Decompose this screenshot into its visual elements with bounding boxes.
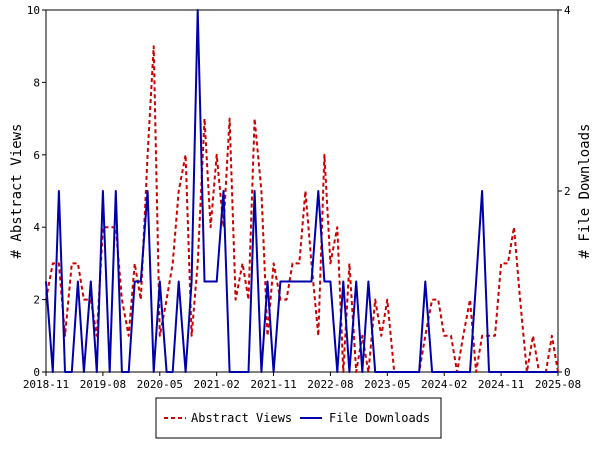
series-line-file-downloads — [45, 9, 558, 373]
left-tick-label: 2 — [33, 294, 40, 307]
legend: Abstract Views File Downloads — [155, 397, 442, 439]
series-layer — [45, 9, 559, 373]
x-tick-label: 2018-11 — [23, 378, 69, 391]
x-tick-label: 2021-02 — [193, 378, 239, 391]
x-tick-label: 2022-08 — [307, 378, 353, 391]
right-tick-label: 0 — [564, 366, 571, 379]
left-tick-label: 0 — [33, 366, 40, 379]
x-tick-label: 2023-05 — [364, 378, 410, 391]
x-tick-label: 2020-05 — [137, 378, 183, 391]
right-axis-title: # File Downloads — [577, 124, 593, 259]
left-tick-label: 10 — [27, 4, 40, 17]
right-tick-label: 4 — [564, 4, 571, 17]
legend-label-file-downloads: File Downloads — [329, 411, 430, 425]
plot-area — [45, 9, 559, 373]
right-axis: 0 2 4 — [558, 4, 571, 379]
x-tick-label: 2021-11 — [250, 378, 296, 391]
left-axis-title: # Abstract Views — [9, 124, 25, 259]
x-tick-label: 2019-08 — [80, 378, 126, 391]
legend-label-abstract-views: Abstract Views — [191, 411, 292, 425]
x-axis: 2018-11 2019-08 2020-05 2021-02 2021-11 2022-… — [23, 372, 581, 391]
left-axis: 0 2 4 6 8 10 — [27, 4, 46, 379]
x-tick-label: 2024-11 — [478, 378, 524, 391]
x-tick-label: 2025-08 — [535, 378, 581, 391]
right-tick-label: 2 — [564, 185, 571, 198]
x-tick-label: 2024-02 — [421, 378, 467, 391]
left-tick-label: 6 — [33, 149, 40, 162]
left-tick-label: 8 — [33, 76, 40, 89]
left-tick-label: 4 — [33, 221, 40, 234]
legend-box — [155, 397, 442, 439]
